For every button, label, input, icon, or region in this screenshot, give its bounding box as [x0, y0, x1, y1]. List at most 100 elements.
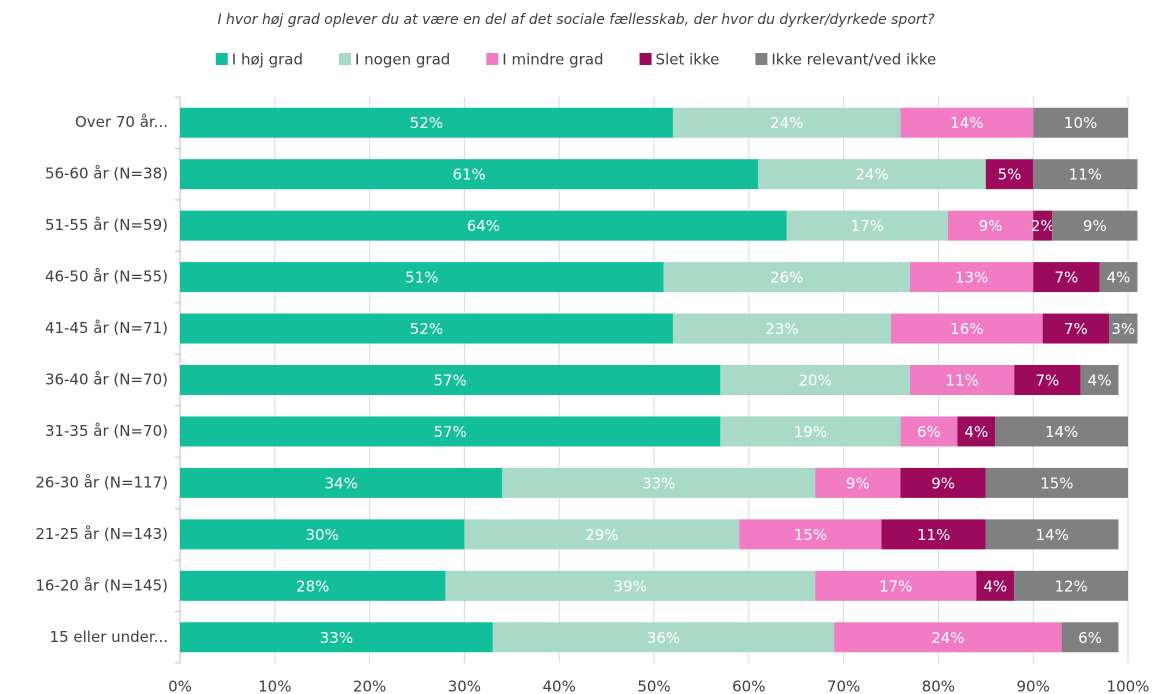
data-label: 26% — [770, 269, 803, 287]
bar-segment — [180, 262, 664, 293]
bar-segment — [834, 622, 1062, 653]
data-label: 28% — [296, 577, 329, 595]
bar-segment — [1033, 159, 1138, 190]
bar-segment — [492, 622, 835, 653]
data-label: 13% — [955, 269, 988, 287]
x-tick-label: 60% — [732, 678, 765, 694]
bar-segment — [445, 570, 816, 601]
y-tick-label: Over 70 år... — [75, 113, 168, 131]
x-tick-label: 90% — [1017, 678, 1050, 694]
data-label: 15% — [794, 526, 827, 544]
bar-segment — [909, 365, 1015, 395]
bar-segment — [180, 519, 465, 550]
data-label: 64% — [467, 217, 500, 235]
x-tick-label: 70% — [827, 678, 860, 694]
y-tick-label: 31-35 år (N=70) — [45, 422, 168, 440]
data-label: 4% — [964, 423, 988, 441]
bar-segment — [180, 210, 787, 241]
bar-segment — [180, 159, 759, 190]
legend-swatch — [639, 53, 652, 65]
chart-title: I hvor høj grad oplever du at være en de… — [217, 12, 935, 28]
bar-segment — [957, 416, 996, 447]
data-label: 52% — [410, 320, 443, 338]
y-tick-label: 26-30 år (N=117) — [35, 473, 168, 491]
bar-segment — [900, 467, 986, 498]
bar-segment — [672, 107, 901, 138]
data-label: 61% — [452, 166, 485, 184]
data-label: 39% — [614, 577, 647, 595]
bar-segment — [985, 159, 1034, 190]
bar-segment — [900, 416, 958, 447]
data-label: 12% — [1054, 577, 1087, 595]
bar-segment — [1014, 365, 1081, 395]
data-label: 6% — [1078, 629, 1102, 647]
bar-segment — [947, 210, 1034, 241]
data-label: 11% — [1069, 166, 1102, 184]
data-label: 11% — [945, 372, 978, 390]
data-label: 24% — [770, 114, 803, 132]
bar-segment — [1099, 262, 1138, 293]
bar-segment — [1061, 622, 1119, 653]
data-label: 6% — [917, 423, 941, 441]
data-label: 17% — [851, 217, 884, 235]
data-label: 11% — [917, 526, 950, 544]
data-label: 14% — [950, 114, 983, 132]
bar-segment — [976, 570, 1015, 601]
bar-segment — [672, 313, 891, 344]
y-tick-label: 21-25 år (N=143) — [35, 525, 168, 543]
x-tick-label: 30% — [448, 678, 481, 694]
data-label: 23% — [765, 320, 798, 338]
data-label: 14% — [1045, 423, 1078, 441]
data-label: 5% — [998, 166, 1022, 184]
bar-segment — [900, 107, 1034, 138]
data-label: 33% — [320, 629, 353, 647]
data-label: 33% — [642, 474, 675, 492]
bar-segment — [180, 622, 493, 653]
data-label: 9% — [979, 217, 1003, 235]
bar-segment — [180, 365, 721, 395]
bar-segment — [881, 519, 986, 550]
x-tick-label: 20% — [353, 678, 386, 694]
bar-segment — [891, 313, 1043, 344]
bar-segment — [815, 467, 901, 498]
bar-segment — [180, 107, 673, 138]
y-tick-label: 51-55 år (N=59) — [45, 216, 168, 234]
bar-segment — [1033, 210, 1053, 241]
data-label: 9% — [1083, 217, 1107, 235]
data-label: 9% — [846, 474, 870, 492]
data-label: 7% — [1036, 372, 1060, 390]
bar-segment — [502, 467, 816, 498]
data-label: 2% — [1031, 217, 1055, 235]
data-label: 9% — [931, 474, 955, 492]
bar-segment — [1033, 262, 1100, 293]
data-label: 19% — [794, 423, 827, 441]
data-label: 14% — [1035, 526, 1068, 544]
y-tick-label: 15 eller under... — [50, 628, 168, 646]
legend-label: I mindre grad — [502, 51, 603, 69]
y-tick-label: 41-45 år (N=71) — [45, 319, 168, 337]
legend-swatch — [338, 53, 351, 65]
bar-segment — [1014, 570, 1128, 601]
bar-segment — [180, 416, 721, 447]
x-tick-label: 100% — [1107, 678, 1150, 694]
bar-segment — [786, 210, 948, 241]
data-label: 15% — [1040, 474, 1073, 492]
bar-segment — [1080, 365, 1119, 395]
y-tick-label: 46-50 år (N=55) — [45, 268, 168, 286]
data-label: 57% — [434, 423, 467, 441]
bar-segment — [720, 365, 910, 395]
data-label: 52% — [410, 114, 443, 132]
legend-swatch — [215, 53, 228, 65]
data-label: 4% — [1088, 372, 1112, 390]
data-label: 24% — [855, 166, 888, 184]
data-label: 4% — [983, 577, 1007, 595]
legend-label: Slet ikke — [656, 51, 720, 69]
x-tick-label: 80% — [922, 678, 955, 694]
bar-segment — [180, 313, 673, 344]
data-label: 34% — [324, 474, 357, 492]
legend-swatch — [486, 53, 499, 65]
legend-label: I nogen grad — [355, 51, 450, 69]
legend-swatch — [755, 53, 768, 65]
data-label: 20% — [798, 372, 831, 390]
